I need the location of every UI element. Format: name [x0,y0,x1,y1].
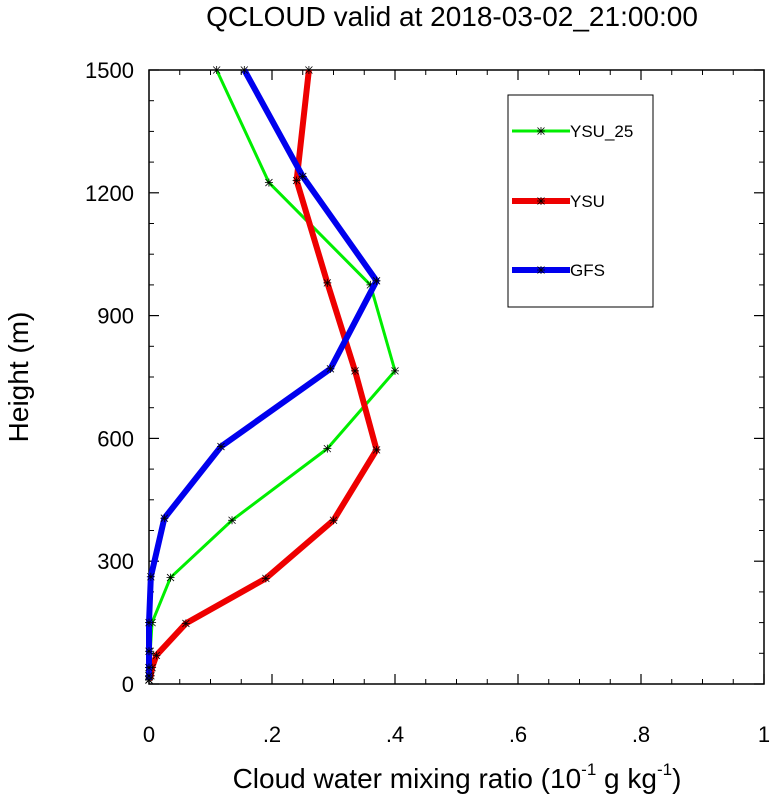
y-tick-label: 300 [97,549,134,574]
x-axis-title: Cloud water mixing ratio (10-1 g kg-1) [233,760,682,794]
chart-title: QCLOUD valid at 2018-03-02_21:00:00 [206,1,698,32]
data-point-ysu [304,66,313,74]
data-point-ysu [152,651,161,660]
data-point-gfs [298,172,307,181]
x-axis-title-sup2: -1 [657,760,672,779]
legend-marker-ysu-25 [537,127,545,135]
data-point-ysu [351,366,360,375]
data-point-ysu [261,574,270,583]
x-tick-label: .2 [263,722,281,747]
series-line-gfs [146,68,380,680]
series-gfs [145,66,381,684]
x-axis-title-end: ) [672,763,681,794]
y-tick-label: 1500 [85,58,134,83]
data-point-gfs [145,663,153,672]
y-tick-labels: 0 300 600 900 1200 1500 [85,58,134,697]
y-axis-title: Height (m) [3,312,34,443]
x-axis-title-mid: g kg [596,763,657,794]
legend-label-ysu: YSU [570,192,605,211]
x-axis-title-sup1: -1 [581,760,596,779]
data-point-gfs [160,514,169,523]
y-tick-label: 600 [97,426,134,451]
data-point-gfs [146,572,155,581]
data-point-ysu-25 [212,66,221,74]
data-point-gfs [240,66,249,74]
legend-box [507,94,654,308]
series-ysu [145,66,381,684]
y-tick-label: 0 [122,672,134,697]
legend: YSU_25 YSU GFS [507,94,654,308]
data-point-ysu [292,176,301,185]
x-tick-label: .4 [386,722,404,747]
data-point-gfs [372,276,381,285]
data-point-ysu [372,445,381,454]
x-tick-label: .8 [632,722,650,747]
data-point-ysu-25 [166,573,175,582]
data-point-gfs [145,618,153,627]
data-point-gfs [326,364,335,373]
x-axis-title-main: Cloud water mixing ratio (10 [233,763,582,794]
data-point-ysu [329,516,338,525]
legend-marker-ysu [537,197,545,205]
data-point-ysu [181,619,190,628]
y-tick-label: 900 [97,304,134,329]
x-tick-label: .6 [509,722,527,747]
legend-entry-ysu-25: YSU_25 [512,122,633,141]
data-point-ysu-25 [228,516,237,525]
data-point-gfs [145,671,153,680]
series-line-ysu [146,69,380,682]
legend-label-ysu-25: YSU_25 [570,122,633,141]
legend-label-gfs: GFS [570,261,605,280]
data-point-ysu [323,278,332,287]
y-tick-label: 1200 [85,181,134,206]
data-point-ysu-25 [323,444,332,453]
legend-marker-gfs [537,266,545,274]
data-point-gfs [216,442,225,451]
data-point-gfs [145,647,153,656]
legend-entry-gfs: GFS [512,261,605,280]
data-point-ysu-25 [391,366,399,375]
x-tick-labels: 0 .2 .4 .6 .8 1 [143,722,770,747]
data-point-ysu-25 [264,178,273,187]
x-tick-label: 1 [758,722,770,747]
series-layer [145,66,399,684]
legend-entry-ysu: YSU [512,192,605,211]
x-tick-label: 0 [143,722,155,747]
series-ysu-25 [145,66,399,684]
